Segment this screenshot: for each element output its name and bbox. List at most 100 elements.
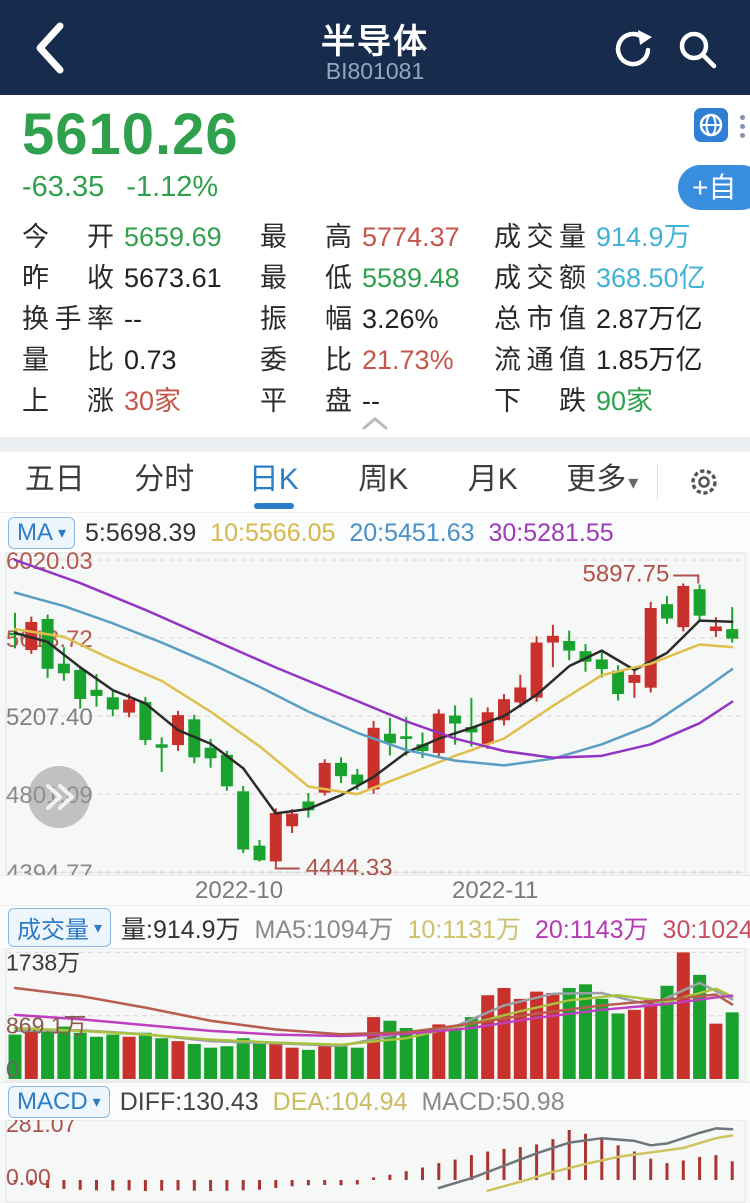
stat-cell: 成交额 368.50亿 <box>494 258 750 299</box>
price-change: -63.35 -1.12% <box>22 171 218 204</box>
stat-value: 368.50亿 <box>596 263 706 293</box>
stat-value: 1.85万亿 <box>596 345 703 375</box>
tab-周K[interactable]: 周K <box>329 452 439 512</box>
ma-value: 20:5451.63 <box>349 518 475 547</box>
stat-cell: 最低 5589.48 <box>260 258 494 299</box>
ma-selector[interactable]: MA ▾ <box>8 517 76 549</box>
last-price: 5610.26 <box>22 102 239 167</box>
stat-value: 5774.37 <box>362 222 460 252</box>
volume-value: 量:914.9万 <box>121 915 241 944</box>
tab-分时[interactable]: 分时 <box>110 452 220 512</box>
change-percent: -1.12% <box>126 171 219 203</box>
stat-label: 成交量 <box>494 222 586 252</box>
stat-value: 914.9万 <box>596 222 691 252</box>
svg-text:0: 0 <box>6 1056 19 1082</box>
tab-月K[interactable]: 月K <box>438 452 548 512</box>
x-axis-label: 2022-11 <box>452 877 539 904</box>
macd-value: DEA:104.94 <box>272 1087 408 1116</box>
svg-text:4444.33: 4444.33 <box>306 854 393 875</box>
stat-label: 量比 <box>22 345 114 375</box>
dropdown-arrow-icon: ▾ <box>628 472 639 494</box>
tab-underline <box>253 503 294 509</box>
section-divider <box>0 437 750 452</box>
macd-selector[interactable]: MACD ▾ <box>8 1086 110 1118</box>
search-button[interactable] <box>676 28 720 72</box>
x-axis-labels: 2022-10 2022-11 <box>0 875 750 907</box>
stat-value: 2.87万亿 <box>596 304 703 334</box>
stat-value: 5659.69 <box>124 222 222 252</box>
dropdown-arrow-icon: ▾ <box>94 919 103 937</box>
stat-cell: 上涨 30家 <box>22 381 260 422</box>
globe-icon <box>699 113 723 137</box>
stat-cell: 下跌 90家 <box>494 381 750 422</box>
stat-value: 5673.61 <box>124 263 222 293</box>
stat-cell: 流通值 1.85万亿 <box>494 340 750 381</box>
stat-cell: 成交量 914.9万 <box>494 217 750 258</box>
refresh-icon <box>615 30 652 67</box>
more-dots-icon[interactable] <box>740 111 748 145</box>
svg-text:281.07: 281.07 <box>6 1120 76 1137</box>
macd-value: MACD:50.98 <box>421 1087 565 1116</box>
back-button[interactable] <box>30 18 80 78</box>
chart-settings-button[interactable] <box>658 452 750 512</box>
stat-cell: 今开 5659.69 <box>22 217 260 258</box>
stat-value: -- <box>362 386 380 416</box>
globe-button[interactable] <box>694 108 728 142</box>
fast-forward-button[interactable] <box>28 766 90 828</box>
stat-label: 成交额 <box>494 263 586 293</box>
stat-label: 最高 <box>260 222 352 252</box>
tab-label: 日K <box>248 463 299 496</box>
macd-value: DIFF:130.43 <box>119 1087 259 1116</box>
svg-text:869.1万: 869.1万 <box>6 1013 87 1039</box>
quote-section: 5610.26 -63.35 -1.12% +自选 <box>0 95 750 248</box>
chevron-up-icon <box>362 417 388 430</box>
stat-value: 90家 <box>596 386 654 416</box>
stat-label: 总市值 <box>494 304 586 334</box>
volume-value: 10:1131万 <box>407 915 522 944</box>
dropdown-arrow-icon: ▾ <box>92 1094 101 1111</box>
macd-chart[interactable]: 281.07 0.00 <box>0 1120 750 1203</box>
header-bar: 半导体 BI801081 <box>0 0 750 95</box>
tab-divider <box>657 465 658 499</box>
stat-label: 换手率 <box>22 304 114 334</box>
volume-value: 20:1143万 <box>535 915 649 944</box>
stat-cell: 委比 21.73% <box>260 340 494 381</box>
tab-label: 分时 <box>134 463 195 496</box>
refresh-button[interactable] <box>612 28 656 72</box>
tab-日K[interactable]: 日K <box>219 452 329 512</box>
volume-value: MA5:1094万 <box>254 915 394 944</box>
gear-icon <box>691 469 717 495</box>
stat-value: 30家 <box>124 386 182 416</box>
stat-value: 3.26% <box>362 304 439 334</box>
collapse-panel-button[interactable] <box>360 416 390 432</box>
stat-label: 振幅 <box>260 304 352 334</box>
svg-text:5207.40: 5207.40 <box>6 704 93 731</box>
volume-chart[interactable]: 1738万 869.1万 0 <box>0 948 750 1082</box>
period-tab-bar: 五日 分时 日K 周K 月K 更多 ▾ <box>0 452 750 513</box>
stat-cell: 振幅 3.26% <box>260 299 494 340</box>
add-watchlist-button[interactable]: +自选 <box>678 165 750 248</box>
tab-五日[interactable]: 五日 <box>0 452 110 512</box>
change-value: -63.35 <box>22 171 105 203</box>
stock-code: BI801081 <box>325 58 425 84</box>
stat-cell: 量比 0.73 <box>22 340 260 381</box>
stat-cell: 昨收 5673.61 <box>22 258 260 299</box>
volume-indicator-bar: 成交量 ▾ 量:914.9万 MA5:1094万 10:1131万 20:1143万 3… <box>0 905 750 949</box>
back-icon <box>36 22 64 74</box>
macd-chip-label: MACD <box>17 1088 88 1115</box>
volume-chip-label: 成交量 <box>17 917 89 944</box>
stat-cell: 总市值 2.87万亿 <box>494 299 750 340</box>
stat-cell: 最高 5774.37 <box>260 217 494 258</box>
stat-value: 5589.48 <box>362 263 460 293</box>
svg-text:4394.77: 4394.77 <box>6 860 93 875</box>
volume-selector[interactable]: 成交量 ▾ <box>8 908 112 947</box>
tab-更多[interactable]: 更多 ▾ <box>548 452 658 512</box>
candlestick-chart[interactable]: 6020.035613.725207.404801.094394.775897.… <box>0 552 750 875</box>
ma-chip-label: MA <box>17 519 53 546</box>
stat-label: 今开 <box>22 222 114 252</box>
ma-values: 5:5698.39 10:5566.05 20:5451.63 30:5281.55 <box>85 519 628 548</box>
stat-value: 0.73 <box>124 345 177 375</box>
stat-label: 昨收 <box>22 263 114 293</box>
stat-label: 最低 <box>260 263 352 293</box>
ma-indicator-bar: MA ▾ 5:5698.39 10:5566.05 20:5451.63 30:528… <box>0 512 750 553</box>
